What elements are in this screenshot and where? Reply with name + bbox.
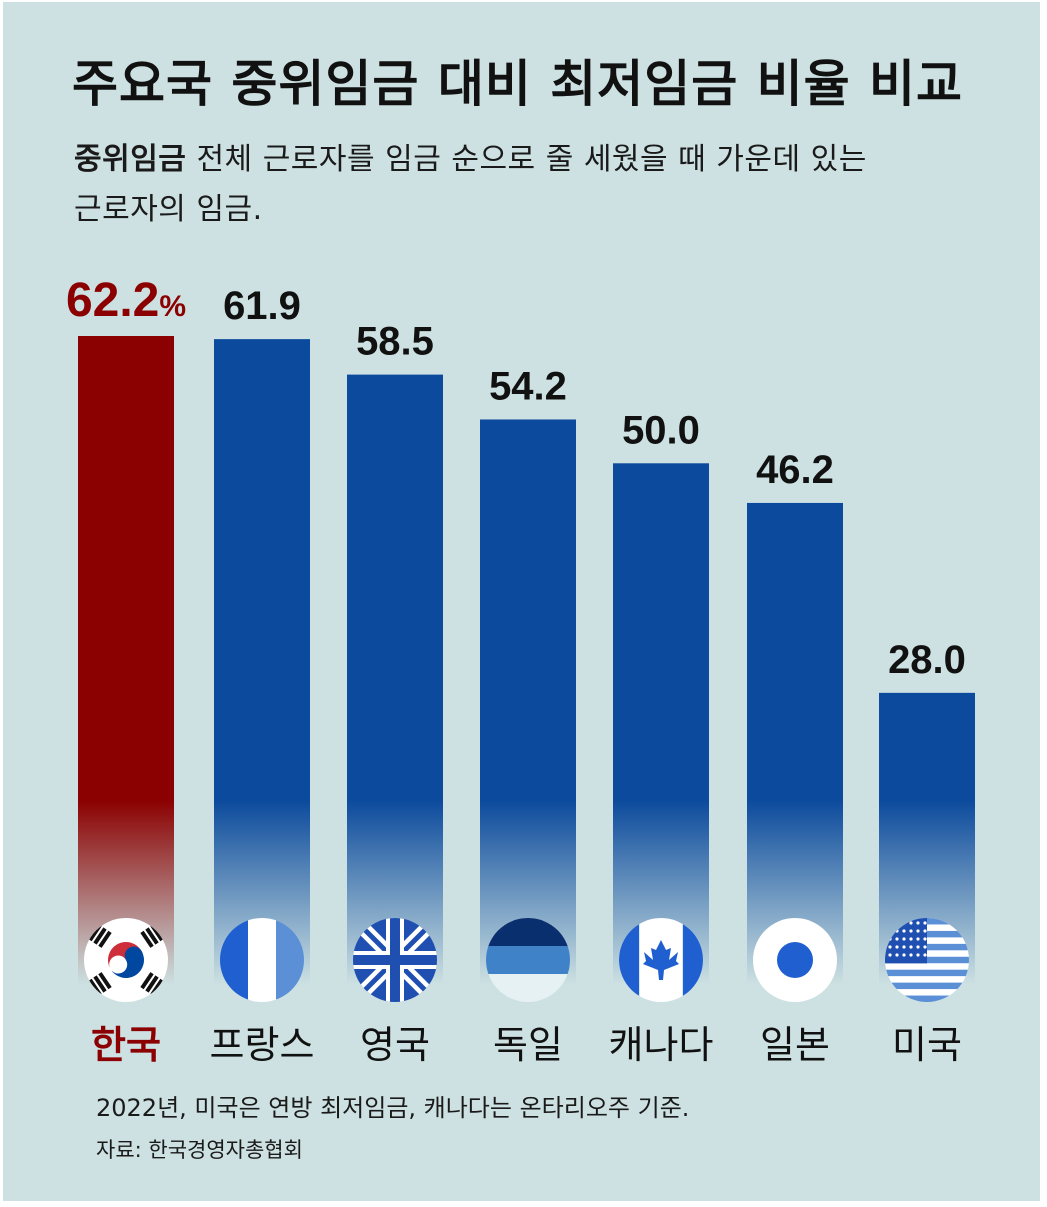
value-label-2: 58.5	[356, 320, 434, 364]
bar-0	[78, 336, 174, 985]
footnote: 2022년, 미국은 연방 최저임금, 캐나다는 온타리오주 기준.	[96, 1094, 690, 1122]
usa-flag-icon	[885, 918, 969, 1002]
value-label-0: 62.2%	[66, 274, 186, 327]
source-note: 자료: 한국경영자총협회	[96, 1138, 303, 1162]
bar-3	[480, 419, 576, 985]
definition-text: 전체 근로자를 임금 순으로 줄 세웠을 때 가운데 있는	[196, 142, 867, 177]
category-label-1: 프랑스	[210, 1023, 315, 1067]
france-flag-icon	[220, 918, 304, 1002]
south-korea-flag-icon	[84, 918, 168, 1002]
japan-flag-icon	[753, 918, 837, 1002]
value-label-5: 46.2	[756, 448, 834, 492]
value-label-6: 28.0	[888, 638, 966, 682]
value-label-4: 50.0	[622, 408, 700, 452]
value-unit: %	[159, 290, 186, 323]
category-label-6: 미국	[892, 1023, 962, 1067]
category-label-4: 캐나다	[609, 1023, 714, 1067]
bar-1	[214, 339, 310, 985]
category-label-0: 한국	[91, 1023, 161, 1067]
definition-term: 중위임금	[74, 142, 187, 177]
definition-line-2: 근로자의 임금.	[74, 192, 263, 227]
category-label-3: 독일	[493, 1023, 563, 1067]
definition-line-1: 중위임금 전체 근로자를 임금 순으로 줄 세웠을 때 가운데 있는	[74, 134, 867, 178]
bar-2	[347, 374, 443, 986]
chart-title: 주요국 중위임금 대비 최저임금 비율 비교	[72, 55, 964, 113]
category-label-5: 일본	[760, 1023, 830, 1067]
value-label-3: 54.2	[489, 364, 567, 408]
bar-5	[747, 502, 843, 985]
bar-4	[613, 463, 709, 986]
value-label-1: 61.9	[223, 284, 301, 328]
uk-flag-icon	[353, 918, 437, 1002]
germany-flag-icon	[486, 918, 570, 1002]
canada-flag-icon	[619, 918, 703, 1002]
category-label-2: 영국	[360, 1023, 430, 1067]
